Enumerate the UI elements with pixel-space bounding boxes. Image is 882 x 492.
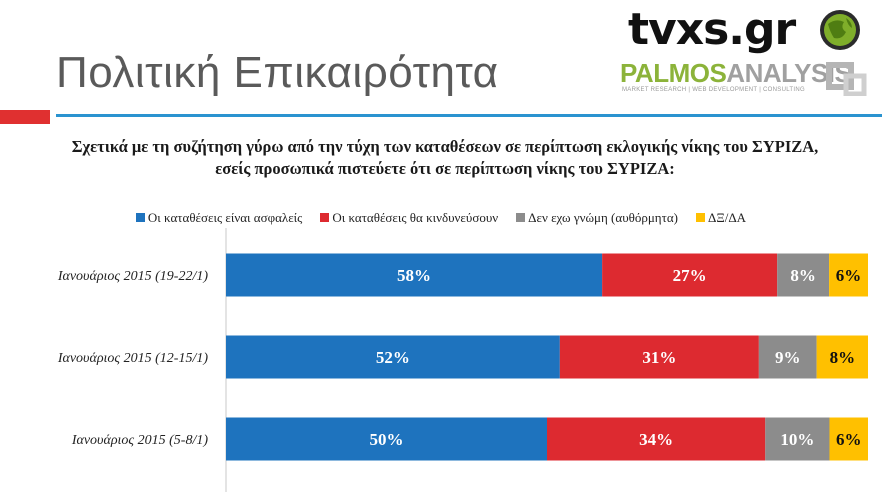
chart-title: Σχετικά με τη συζήτηση γύρω από την τύχη… bbox=[71, 137, 819, 178]
chart-legend: Οι καταθέσεις είναι ασφαλείς Οι καταθέσει… bbox=[0, 210, 882, 226]
header-rule-blue bbox=[56, 114, 882, 117]
bar-segment bbox=[777, 253, 830, 297]
data-label: 8% bbox=[790, 266, 816, 285]
palmos-logo: PALMOSANALYSIS bbox=[620, 58, 852, 89]
page-title: Πολιτική Επικαιρότητα bbox=[56, 48, 499, 97]
bar-segment bbox=[602, 253, 778, 297]
palmos-tagline: MARKET RESEARCH | WEB DEVELOPMENT | CONS… bbox=[622, 87, 805, 93]
data-label: 6% bbox=[836, 266, 862, 285]
legend-item: ΔΞ/ΔΑ bbox=[695, 210, 747, 226]
stacked-bar-chart: Ιανουάριος 2015 (19-22/1) 58% 27% 8% 6% Ιανου… bbox=[57, 228, 868, 492]
bar-segment bbox=[547, 417, 766, 461]
data-label: 50% bbox=[370, 430, 404, 449]
legend-item: Οι καταθέσεις είναι ασφαλείς bbox=[135, 210, 303, 226]
bar-segment bbox=[758, 335, 817, 379]
legend-swatch bbox=[320, 213, 330, 222]
palmos-logo-part1: PALMOS bbox=[620, 58, 727, 88]
data-label: 9% bbox=[775, 348, 801, 367]
legend-label: ΔΞ/ΔΑ bbox=[707, 210, 747, 225]
bar-segment bbox=[226, 335, 560, 379]
category-label: Ιανουάριος 2015 (12-15/1) bbox=[57, 351, 209, 366]
data-label: 58% bbox=[397, 266, 431, 285]
legend-swatch bbox=[135, 213, 145, 222]
header-accent-red bbox=[0, 110, 50, 124]
category-label: Ιανουάριος 2015 (5-8/1) bbox=[71, 433, 209, 448]
legend-label: Οι καταθέσεις θα κινδυνεύσουν bbox=[332, 210, 499, 225]
legend-swatch bbox=[516, 213, 526, 222]
legend-item: Οι καταθέσεις θα κινδυνεύσουν bbox=[320, 210, 498, 226]
data-label: 10% bbox=[780, 430, 814, 449]
data-label: 31% bbox=[642, 348, 676, 367]
bar-segment bbox=[559, 335, 759, 379]
legend-item: Δεν εχω γνώμη (αυθόρμητα) bbox=[516, 210, 678, 226]
tvxs-logo: tvxs.gr bbox=[628, 4, 796, 55]
globe-icon bbox=[820, 10, 860, 50]
legend-label: Δεν εχω γνώμη (αυθόρμητα) bbox=[528, 210, 678, 225]
data-label: 8% bbox=[830, 348, 856, 367]
legend-label: Οι καταθέσεις είναι ασφαλείς bbox=[147, 210, 303, 225]
bar-segment bbox=[765, 417, 830, 461]
bar-segment bbox=[226, 417, 547, 461]
bar-segment bbox=[816, 335, 868, 379]
legend-swatch bbox=[695, 213, 705, 222]
bar-segment bbox=[829, 253, 868, 297]
data-label: 27% bbox=[673, 266, 707, 285]
bar-segment bbox=[829, 417, 868, 461]
category-label: Ιανουάριος 2015 (19-22/1) bbox=[57, 269, 209, 284]
data-label: 34% bbox=[639, 430, 673, 449]
data-label: 52% bbox=[376, 348, 410, 367]
palmos-mark-icon bbox=[826, 62, 867, 96]
bar-segment bbox=[226, 253, 603, 297]
data-label: 6% bbox=[836, 430, 862, 449]
